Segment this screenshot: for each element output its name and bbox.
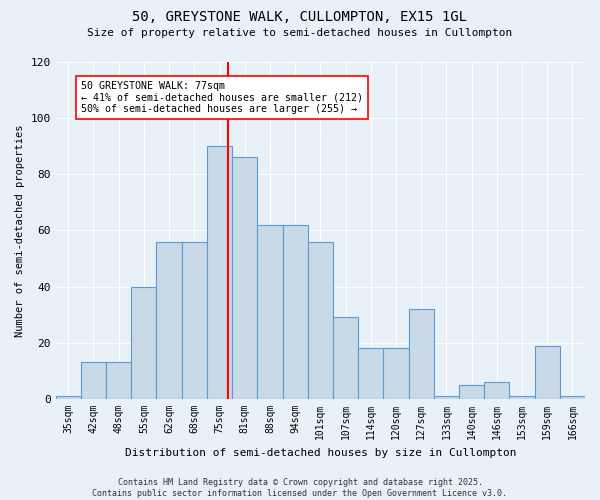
Y-axis label: Number of semi-detached properties: Number of semi-detached properties bbox=[15, 124, 25, 336]
Bar bbox=[535, 346, 560, 399]
Bar bbox=[81, 362, 106, 399]
Text: Contains HM Land Registry data © Crown copyright and database right 2025.
Contai: Contains HM Land Registry data © Crown c… bbox=[92, 478, 508, 498]
Bar bbox=[434, 396, 459, 399]
Bar bbox=[509, 396, 535, 399]
Text: 50 GREYSTONE WALK: 77sqm
← 41% of semi-detached houses are smaller (212)
50% of : 50 GREYSTONE WALK: 77sqm ← 41% of semi-d… bbox=[81, 81, 363, 114]
Bar bbox=[182, 242, 207, 399]
Bar bbox=[207, 146, 232, 399]
Bar bbox=[333, 318, 358, 399]
Bar bbox=[232, 157, 257, 399]
Bar bbox=[283, 224, 308, 399]
Bar bbox=[409, 309, 434, 399]
Bar bbox=[383, 348, 409, 399]
Bar bbox=[560, 396, 585, 399]
Text: Size of property relative to semi-detached houses in Cullompton: Size of property relative to semi-detach… bbox=[88, 28, 512, 38]
Bar bbox=[257, 224, 283, 399]
Bar bbox=[459, 385, 484, 399]
X-axis label: Distribution of semi-detached houses by size in Cullompton: Distribution of semi-detached houses by … bbox=[125, 448, 516, 458]
Bar bbox=[131, 286, 157, 399]
Bar bbox=[56, 396, 81, 399]
Text: 50, GREYSTONE WALK, CULLOMPTON, EX15 1GL: 50, GREYSTONE WALK, CULLOMPTON, EX15 1GL bbox=[133, 10, 467, 24]
Bar bbox=[308, 242, 333, 399]
Bar bbox=[358, 348, 383, 399]
Bar bbox=[484, 382, 509, 399]
Bar bbox=[106, 362, 131, 399]
Bar bbox=[157, 242, 182, 399]
